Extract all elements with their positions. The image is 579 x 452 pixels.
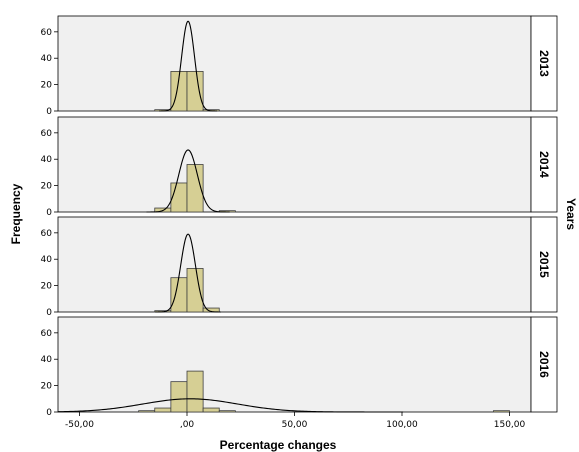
x-tick-label: -50,00 — [65, 420, 94, 430]
plot-area — [57, 216, 532, 313]
panel-strip — [530, 216, 558, 313]
normal-curve — [146, 149, 230, 213]
normal-curve — [159, 20, 218, 112]
y-tick-label: 60 — [41, 229, 53, 239]
y-tick-label: 40 — [41, 155, 53, 165]
x-tick-label: 150,00 — [494, 420, 526, 430]
x-tick-label: 50,00 — [282, 420, 308, 430]
x-axis: -50,00 ,00 50,00 100,00 150,00 — [65, 412, 526, 430]
x-tick-label: ,00 — [180, 420, 195, 430]
panel-2015: 2015 0 20 40 60 — [41, 216, 558, 318]
panel-2013: 2013 0 20 40 60 — [41, 15, 558, 117]
histogram-bar — [218, 410, 236, 413]
panel-label-2016: 2016 — [537, 351, 551, 378]
histogram-bar — [492, 410, 510, 413]
plot-area — [57, 15, 532, 112]
panel-2016: 2016 0 20 40 60 — [41, 316, 558, 418]
plot-area — [57, 316, 532, 413]
y-tick-label: 60 — [41, 28, 53, 38]
panel-strip — [530, 116, 558, 213]
histogram-bar — [138, 410, 156, 413]
y-axis-title: Frequency — [9, 183, 23, 244]
panel-2014: 2014 0 20 40 60 — [41, 116, 558, 218]
y-tick-label: 40 — [41, 255, 53, 265]
histogram-bar — [186, 71, 204, 112]
histogram-bar — [170, 182, 188, 213]
panel-label-2013: 2013 — [537, 50, 551, 77]
y-tick-label: 0 — [46, 208, 52, 218]
histogram-bar — [202, 407, 220, 413]
y-tick-label: 60 — [41, 329, 53, 339]
panels-group: 2013020406020140204060201502040602016020… — [41, 15, 558, 418]
histogram-bar — [186, 268, 204, 313]
panel-label-2014: 2014 — [537, 151, 551, 178]
normal-curve — [57, 398, 404, 413]
x-tick-label: 100,00 — [386, 420, 418, 430]
y-tick-label: 20 — [41, 282, 53, 292]
normal-curve — [155, 233, 221, 313]
y-tick-label: 60 — [41, 129, 53, 139]
panel-strip — [530, 316, 558, 413]
y-tick-label: 0 — [46, 408, 52, 418]
panel-axis-title: Years — [564, 198, 578, 230]
y-tick-label: 40 — [41, 355, 53, 365]
y-tick-label: 20 — [41, 182, 53, 192]
y-tick-label: 0 — [46, 107, 52, 117]
y-tick-label: 0 — [46, 308, 52, 318]
panel-strip — [530, 15, 558, 112]
y-tick-label: 20 — [41, 81, 53, 91]
y-tick-label: 40 — [41, 54, 53, 64]
histogram-bar — [170, 381, 188, 413]
histogram-bar — [186, 370, 204, 413]
plot-area — [57, 116, 532, 213]
y-tick-label: 20 — [41, 382, 53, 392]
panel-label-2015: 2015 — [537, 251, 551, 278]
histogram-bar — [154, 407, 172, 413]
histogram-bar — [170, 277, 188, 313]
x-axis-title: Percentage changes — [220, 438, 337, 452]
